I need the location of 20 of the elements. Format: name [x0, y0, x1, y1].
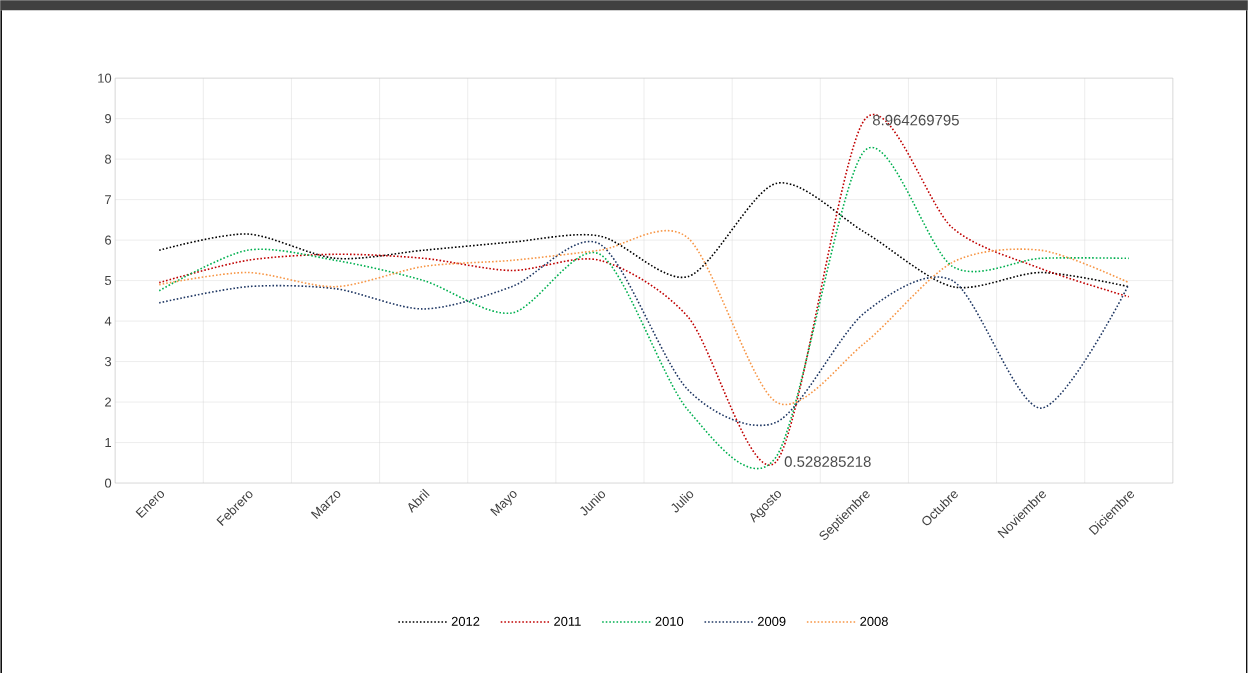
legend-label: 2012 [451, 616, 480, 627]
x-tick-label: Julio [671, 491, 694, 513]
y-tick-label: 0 [104, 478, 112, 488]
y-tick-label: 8 [105, 154, 112, 164]
y-tick-label: 6 [105, 235, 112, 245]
annotation: 8.964269795 [872, 114, 959, 126]
y-tick-label: 9 [105, 114, 112, 124]
y-tick-label: 5 [104, 276, 112, 286]
y-tick-label: 10 [98, 73, 112, 83]
legend-label: 2011 [554, 616, 581, 627]
annotation: 0.528285218 [784, 456, 871, 468]
legend-label: 2009 [757, 616, 786, 627]
y-tick-label: 1 [105, 438, 112, 448]
y-tick-label: 2 [105, 397, 111, 407]
legend-label: 2010 [655, 616, 684, 627]
y-tick-label: 3 [104, 357, 112, 367]
legend-label: 2008 [860, 616, 888, 627]
y-tick-label: 4 [104, 316, 112, 326]
y-tick-label: 7 [105, 195, 111, 205]
line-series [158, 182, 1130, 289]
